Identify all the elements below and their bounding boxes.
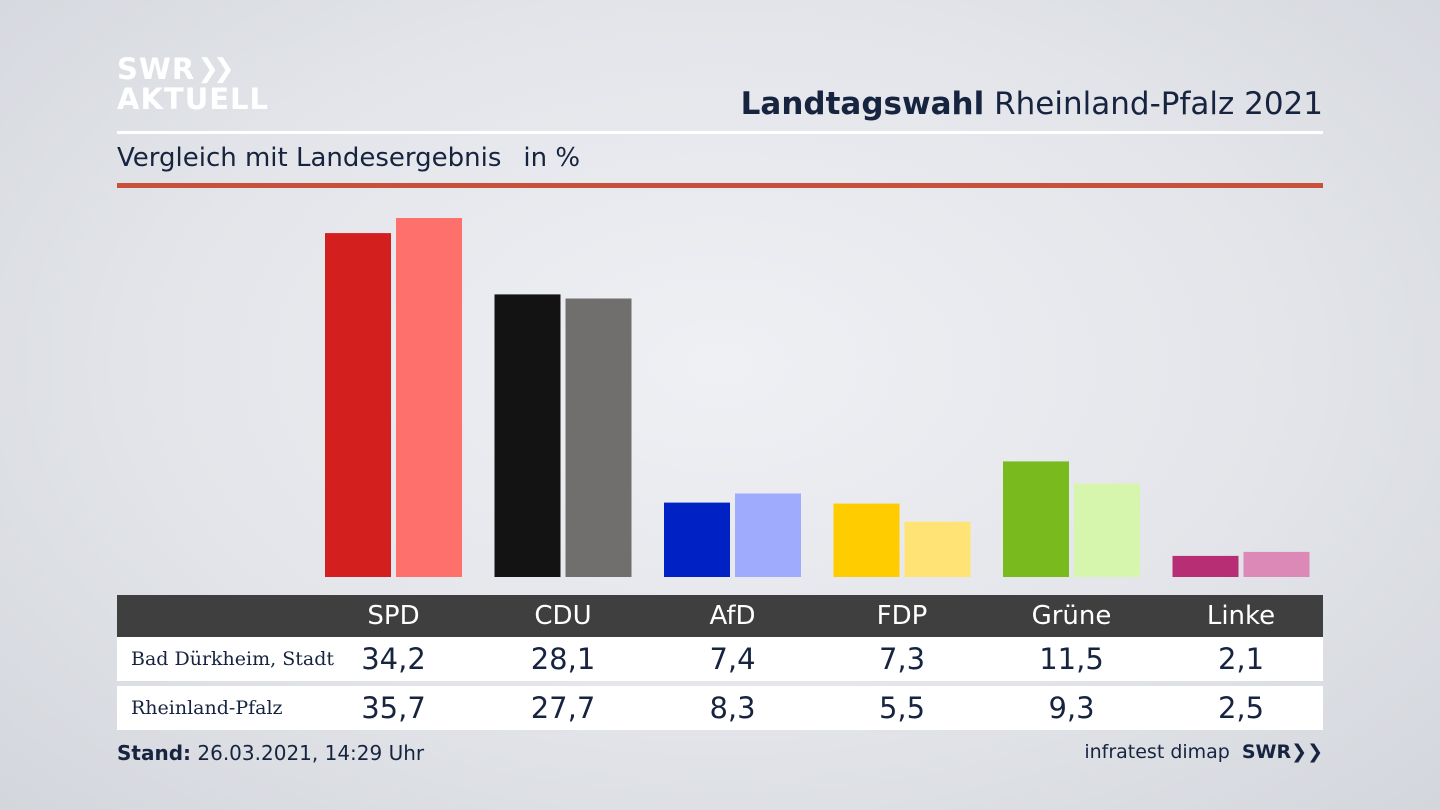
value-linke-series-1: 2,5 <box>1217 691 1265 725</box>
value-fdp-series-1: 5,5 <box>878 691 926 725</box>
swr-brand: SWR❯❯ <box>1242 741 1323 763</box>
white-divider <box>117 131 1323 134</box>
bar-grne-series-0 <box>1003 461 1069 577</box>
value-afd-series-0: 7,4 <box>709 642 756 676</box>
value-linke-series-0: 2,1 <box>1217 642 1265 676</box>
column-header-afd: AfD <box>709 601 756 631</box>
subtitle: Vergleich mit Landesergebnis in % <box>117 143 580 173</box>
subtitle-text: Vergleich mit Landesergebnis <box>117 143 502 173</box>
row-label-state: Rheinland-Pfalz <box>131 697 283 719</box>
column-header-linke: Linke <box>1206 601 1276 631</box>
logo-text-aktuell: AKTUELL <box>117 82 270 116</box>
swr-brand-text: SWR <box>1241 741 1292 763</box>
value-grne-series-0: 11,5 <box>1039 642 1104 676</box>
bar-grne-series-1 <box>1074 483 1140 577</box>
column-header-cdu: CDU <box>534 601 592 631</box>
logo-text-swr: SWR <box>117 52 196 86</box>
bar-fdp-series-1 <box>904 521 971 577</box>
unit-label: in % <box>523 143 581 173</box>
column-header-fdp: FDP <box>876 601 928 631</box>
title-bold: Landtagswahl <box>740 86 985 122</box>
bar-cdu-series-0 <box>494 294 561 577</box>
value-spd-series-1: 35,7 <box>361 691 426 725</box>
results-table: SPD CDU AfD FDP Grüne Linke Bad Dürkheim, Sta… <box>117 595 1323 730</box>
table-header: SPD CDU AfD FDP Grüne Linke <box>117 595 1323 637</box>
value-spd-series-0: 34,2 <box>361 642 426 676</box>
bar-afd-series-0 <box>664 502 730 577</box>
stand-label: Stand: <box>117 741 192 765</box>
bar-fdp-series-0 <box>833 503 900 577</box>
column-header-grne: Grüne <box>1031 601 1112 631</box>
double-chevron-icon: ❯❯ <box>197 54 234 84</box>
value-cdu-series-0: 28,1 <box>530 642 596 676</box>
column-header-spd: SPD <box>367 601 420 631</box>
bar-linke-series-1 <box>1243 551 1310 577</box>
table-row-state: Rheinland-Pfalz 35,7 27,7 8,3 5,5 9,3 2,5 <box>117 686 1323 730</box>
red-divider <box>117 183 1323 188</box>
bar-spd-series-0 <box>325 233 391 577</box>
bar-linke-series-0 <box>1172 555 1239 577</box>
row-label-local: Bad Dürkheim, Stadt <box>131 648 334 670</box>
page-title: Landtagswahl Rheinland-Pfalz 2021 <box>741 86 1323 122</box>
swr-aktuell-logo: SWR ❯❯ AKTUELL <box>117 54 269 114</box>
source-text: infratest dimap <box>1084 741 1230 763</box>
stand-value: 26.03.2021, 14:29 Uhr <box>197 741 425 765</box>
value-grne-series-1: 9,3 <box>1048 691 1095 725</box>
bar-chart <box>325 218 1310 577</box>
timestamp: Stand: 26.03.2021, 14:29 Uhr <box>117 741 424 765</box>
table-row-local: Bad Dürkheim, Stadt 34,2 28,1 7,4 7,3 11,5 2,… <box>117 637 1323 681</box>
title-rest: Rheinland-Pfalz 2021 <box>994 86 1323 122</box>
double-chevron-small-icon: ❯❯ <box>1291 741 1323 763</box>
value-fdp-series-0: 7,3 <box>878 642 926 676</box>
bar-afd-series-1 <box>735 493 801 577</box>
value-cdu-series-1: 27,7 <box>530 691 596 725</box>
value-afd-series-1: 8,3 <box>709 691 756 725</box>
bar-spd-series-1 <box>396 218 462 577</box>
source-credit: infratest dimap SWR❯❯ <box>1084 741 1323 763</box>
bar-cdu-series-1 <box>565 298 632 577</box>
